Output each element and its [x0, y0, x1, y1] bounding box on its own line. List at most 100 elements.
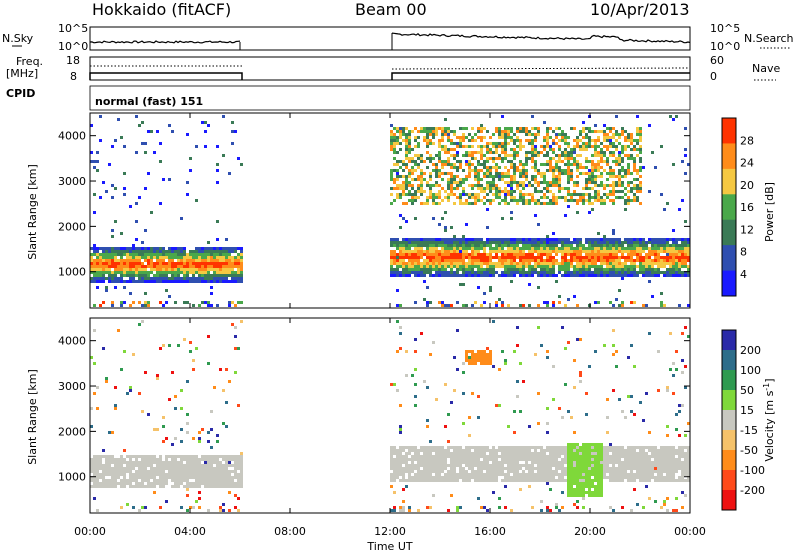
velocity-cell [450, 461, 453, 464]
velocity-cell [228, 464, 231, 467]
power-cell [240, 163, 243, 166]
velocity-cell [237, 485, 240, 488]
power-cell [168, 256, 171, 259]
power-cell [633, 148, 636, 151]
power-cell [141, 268, 144, 271]
power-cell [201, 301, 204, 304]
velocity-cell [447, 464, 450, 467]
power-cell [216, 250, 219, 253]
power-cell [537, 259, 540, 262]
power-cell [663, 274, 666, 277]
velocity-cell [594, 455, 597, 458]
power-cell [624, 238, 627, 241]
power-cell [180, 256, 183, 259]
velocity-cell [570, 473, 573, 476]
power-cell [498, 274, 501, 277]
power-cell [90, 256, 93, 259]
velocity-cell [432, 479, 435, 482]
velocity-cell [93, 455, 96, 458]
power-cell [177, 259, 180, 262]
power-cell [201, 259, 204, 262]
velocity-cell [474, 458, 477, 461]
power-cell [534, 271, 537, 274]
velocity-cell [507, 464, 510, 467]
power-cell [390, 136, 393, 139]
power-cell [666, 244, 669, 247]
power-cell [564, 244, 567, 247]
power-cell [666, 274, 669, 277]
power-cell [489, 256, 492, 259]
velocity-cell [480, 473, 483, 476]
power-cell [624, 139, 627, 142]
velocity-cell [591, 446, 594, 449]
power-cell [519, 199, 522, 202]
velocity-cell [561, 479, 564, 482]
velocity-cell [228, 509, 231, 512]
power-cell [633, 187, 636, 190]
power-cell [168, 280, 171, 283]
power-cell [435, 247, 438, 250]
power-cell [450, 259, 453, 262]
power-cell [477, 268, 480, 271]
velocity-cell [201, 479, 204, 482]
power-cell [660, 262, 663, 265]
power-cell [240, 250, 243, 253]
velocity-cell [420, 455, 423, 458]
power-cell [639, 130, 642, 133]
velocity-cell [531, 458, 534, 461]
velocity-cell [522, 470, 525, 473]
power-cell [579, 163, 582, 166]
power-cell [429, 160, 432, 163]
power-cell [474, 262, 477, 265]
power-cell [624, 193, 627, 196]
power-cell [447, 262, 450, 265]
power-cell [579, 244, 582, 247]
velocity-cell [231, 458, 234, 461]
power-cell [222, 256, 225, 259]
power-cell [543, 202, 546, 205]
velocity-cell [501, 449, 504, 452]
velocity-cell [213, 455, 216, 458]
power-cell [666, 259, 669, 262]
power-cell [615, 244, 618, 247]
velocity-cell [216, 464, 219, 467]
power-cell [405, 166, 408, 169]
power-cell [432, 250, 435, 253]
power-cell [534, 145, 537, 148]
velocity-cell [453, 464, 456, 467]
velocity-cell [459, 461, 462, 464]
velocity-cell [453, 449, 456, 452]
velocity-cell [549, 449, 552, 452]
velocity-cell [474, 359, 477, 362]
velocity-cell [438, 458, 441, 461]
power-cell [231, 130, 234, 133]
power-cell [207, 250, 210, 253]
power-cell [510, 184, 513, 187]
power-cell [540, 145, 543, 148]
power-cell [606, 133, 609, 136]
velocity-cell [198, 437, 201, 440]
velocity-cell [192, 461, 195, 464]
power-cell [438, 142, 441, 145]
power-cell [198, 265, 201, 268]
power-cell [207, 124, 210, 127]
power-cell [543, 187, 546, 190]
velocity-cell [483, 461, 486, 464]
power-cell [465, 253, 468, 256]
velocity-cell [93, 473, 96, 476]
power-cell [495, 175, 498, 178]
power-cell [672, 163, 675, 166]
power-cell [429, 130, 432, 133]
power-cell [576, 253, 579, 256]
power-cell [93, 304, 96, 307]
velocity-cell [240, 467, 243, 470]
power-cell [459, 139, 462, 142]
velocity-cell [192, 455, 195, 458]
power-cell [417, 154, 420, 157]
power-cell [459, 283, 462, 286]
velocity-cell [468, 356, 471, 359]
power-cell [588, 202, 591, 205]
power-cell [582, 244, 585, 247]
velocity-cell [546, 482, 549, 485]
power-cell [588, 250, 591, 253]
